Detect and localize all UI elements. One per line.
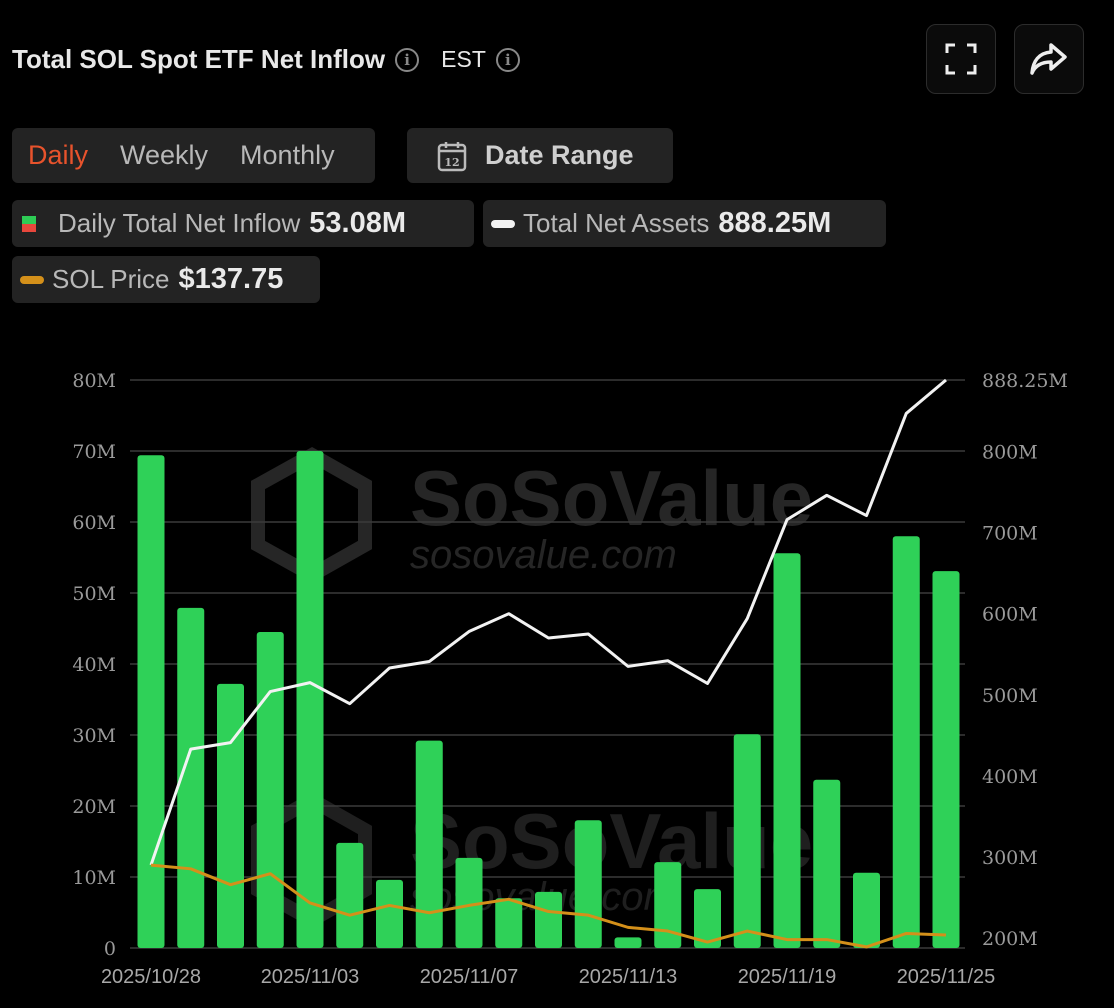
right-axis-tick-label: 700M [982, 523, 1038, 545]
right-axis-tick-label: 400M [982, 766, 1038, 788]
inflow-bar [256, 632, 284, 948]
inflow-bar [813, 779, 841, 948]
legend-label: Total Net Assets [523, 208, 710, 238]
inflow-bar [892, 536, 920, 948]
right-axis-tick-label: 300M [982, 847, 1038, 869]
inflow-bar [137, 455, 165, 948]
left-axis-tick-label: 60M [72, 512, 116, 534]
inflow-bar [376, 879, 403, 948]
inflow-bar [217, 683, 244, 948]
total-net-assets-line [149, 378, 947, 866]
svg-text:12: 12 [444, 156, 459, 169]
right-axis-tick-label: 800M [982, 442, 1038, 464]
inflow-bar [177, 607, 205, 948]
chart-title-row: Total SOL Spot ETF Net Inflow i EST i [12, 44, 520, 75]
assets-legend-swatch-icon [491, 219, 515, 228]
inflow-bar [574, 820, 602, 948]
inflow-bar [535, 891, 562, 948]
inflow-legend-swatch-icon [22, 215, 36, 232]
legend-value: 53.08M [309, 207, 407, 239]
x-axis-tick-label: 2025/11/19 [738, 966, 837, 988]
tab-monthly[interactable]: Monthly [240, 140, 335, 170]
x-axis-tick-label: 2025/11/25 [897, 966, 996, 988]
inflow-bar [455, 857, 483, 948]
inflow-bar [336, 842, 364, 948]
info-circle-icon[interactable]: i [495, 47, 520, 72]
watermark-url: sosovalue.com [410, 533, 677, 577]
fullscreen-icon [945, 43, 977, 75]
inflow-bar [694, 889, 721, 948]
legend-net-inflow[interactable]: Daily Total Net Inflow 53.08M [12, 200, 474, 247]
left-axis-tick-label: 80M [72, 370, 116, 392]
tab-daily[interactable]: Daily [28, 140, 89, 170]
legend-label: SOL Price [52, 264, 170, 294]
inflow-bar [614, 937, 642, 948]
left-axis-tick-label: 30M [72, 725, 116, 747]
x-axis-tick-label: 2025/11/07 [420, 966, 519, 988]
inflow-bar [932, 571, 960, 948]
page-title: Total SOL Spot ETF Net Inflow [12, 44, 386, 74]
date-range-label: Date Range [485, 140, 634, 170]
right-axis-tick-label: 600M [982, 604, 1038, 626]
right-axis-tick-label: 500M [982, 685, 1038, 707]
left-axis-tick-label: 50M [72, 583, 116, 605]
left-axis-tick-label: 20M [72, 796, 116, 818]
legend-total-net-assets[interactable]: Total Net Assets 888.25M [483, 200, 886, 247]
inflow-bar [415, 740, 443, 948]
inflow-bar [296, 451, 324, 948]
right-axis-tick-label: 200M [982, 928, 1038, 950]
right-axis-tick-label: 888.25M [982, 370, 1068, 392]
inflow-bar [733, 734, 761, 948]
inflow-bar [654, 862, 682, 948]
share-arrow-icon [1030, 43, 1067, 75]
left-axis-tick-label: 70M [72, 441, 116, 463]
inflow-bar [853, 872, 880, 948]
watermark-brand: SoSoValue [410, 454, 813, 542]
period-tabs: Daily Weekly Monthly [12, 128, 375, 183]
info-circle-icon[interactable]: i [395, 47, 420, 72]
legend-value: 888.25M [718, 207, 832, 239]
price-legend-swatch-icon [20, 275, 44, 284]
inflow-bar [495, 898, 523, 948]
left-axis-tick-label: 0 [104, 938, 116, 960]
calendar-icon: 12 [437, 141, 467, 171]
x-axis-tick-label: 2025/11/13 [579, 966, 678, 988]
left-axis-tick-label: 10M [72, 867, 116, 889]
inflow-bar [773, 553, 801, 948]
fullscreen-button[interactable] [926, 24, 996, 94]
tab-weekly[interactable]: Weekly [120, 140, 209, 170]
legend-label: Daily Total Net Inflow [58, 208, 301, 238]
x-axis-tick-label: 2025/11/03 [261, 966, 360, 988]
x-axis-tick-label: 2025/10/28 [101, 966, 201, 988]
timezone-label: EST [441, 46, 486, 72]
left-axis-tick-label: 40M [72, 654, 116, 676]
share-button[interactable] [1014, 24, 1084, 94]
legend-value: $137.75 [178, 263, 284, 295]
legend-sol-price[interactable]: SOL Price $137.75 [12, 256, 320, 303]
sol-price-line [150, 863, 947, 949]
date-range-button[interactable]: 12 Date Range [407, 128, 673, 183]
